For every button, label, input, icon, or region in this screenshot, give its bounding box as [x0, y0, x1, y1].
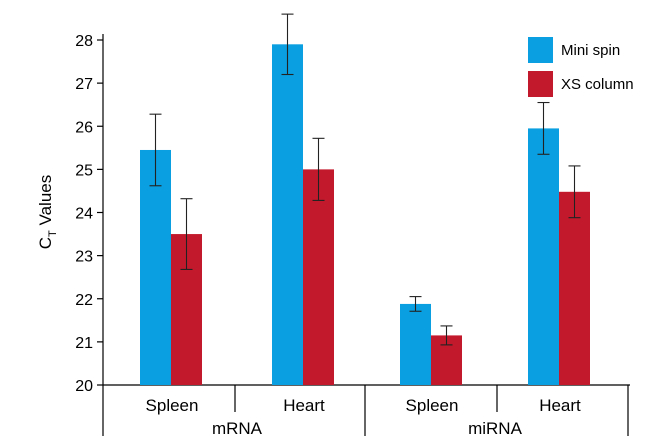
- bars: [140, 13, 590, 385]
- legend-swatch: [528, 37, 553, 63]
- x-group-label: mRNA: [212, 419, 263, 438]
- y-tick-label: 26: [75, 119, 93, 136]
- x-category-label: Heart: [539, 396, 581, 415]
- y-axis-label: CT Values: [36, 175, 59, 249]
- y-tick-label: 20: [75, 378, 93, 395]
- y-tick-label: 27: [75, 76, 93, 93]
- y-tick-label: 21: [75, 335, 93, 352]
- y-tick-label: 24: [75, 206, 93, 223]
- y-axis-label-subscript: T: [47, 230, 59, 237]
- x-category-label: Spleen: [406, 396, 459, 415]
- legend-label: Mini spin: [561, 42, 620, 59]
- y-axis-label-main: C: [36, 237, 55, 249]
- x-category-label: Spleen: [146, 396, 199, 415]
- y-axis-label-rest: Values: [36, 175, 55, 230]
- y-tick-label: 25: [75, 162, 93, 179]
- axes: 20 21 22 23 24 25 26 27 28 Spleen Heart Spleen Heart…: [75, 33, 630, 438]
- legend: Mini spin XS column: [528, 37, 634, 97]
- bar: [272, 44, 303, 385]
- y-tick-label: 22: [75, 292, 93, 309]
- bar: [140, 149, 171, 385]
- legend-label: XS column: [561, 76, 634, 93]
- y-tick-label: 28: [75, 33, 93, 50]
- legend-swatch: [528, 71, 553, 97]
- y-tick-label: 23: [75, 249, 93, 266]
- bar: [528, 128, 559, 385]
- x-group-label: miRNA: [468, 419, 522, 438]
- x-category-label: Heart: [283, 396, 325, 415]
- bar: [303, 169, 334, 385]
- bar: [559, 191, 590, 385]
- bar: [400, 303, 431, 385]
